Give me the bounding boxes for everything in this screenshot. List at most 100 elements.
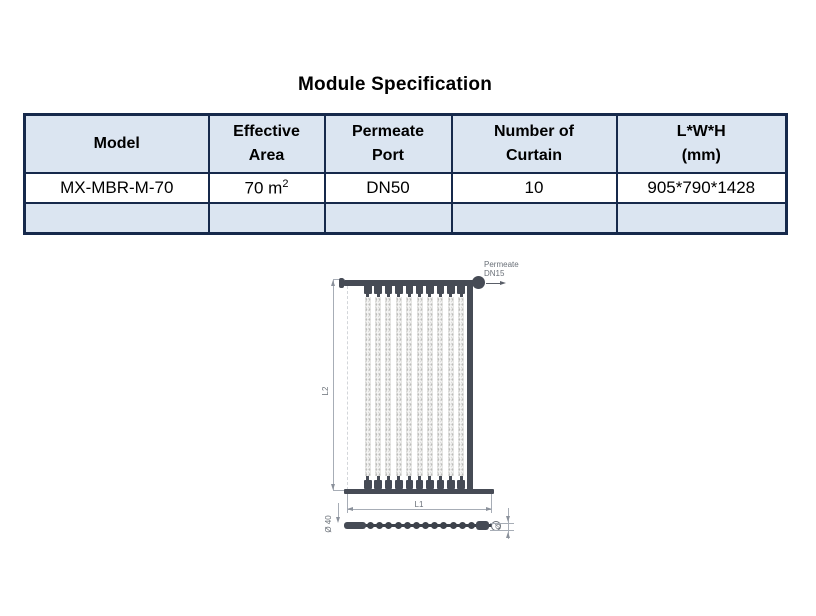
curtain-column bbox=[395, 285, 403, 489]
curtain-bottom-connector bbox=[426, 476, 434, 489]
module-spec-table: Model Effective Area Permeate Port Number … bbox=[23, 113, 788, 235]
table-row: MX-MBR-M-70 70 m2 DN50 10 905*790*1428 bbox=[23, 172, 788, 204]
bottom-view-node bbox=[449, 521, 457, 529]
header-port-line1: Permeate bbox=[351, 123, 425, 140]
bottom-view-node bbox=[376, 521, 384, 529]
diameter-leader-line bbox=[338, 503, 339, 518]
l2-dimension-label: L2 bbox=[321, 386, 330, 396]
l1-dimension-label: L1 bbox=[399, 500, 439, 509]
col-header-effective-area: Effective Area bbox=[207, 113, 326, 174]
curtain-column bbox=[364, 285, 372, 489]
l2-arrow-top bbox=[330, 280, 335, 286]
curtain-bottom-connector bbox=[395, 476, 403, 489]
empty-table-row bbox=[23, 202, 788, 235]
header-model-line1: Model bbox=[93, 135, 140, 152]
empty-cell-model bbox=[23, 202, 210, 235]
l1-extension-right bbox=[491, 494, 492, 513]
col-header-number-of-curtain: Number of Curtain bbox=[450, 113, 618, 174]
area-value: 70 m bbox=[244, 178, 283, 198]
l1-dimension-line bbox=[347, 509, 492, 510]
l2-tick-bottom bbox=[333, 490, 345, 491]
curtain-top-connector bbox=[384, 285, 393, 298]
membrane-curtain bbox=[406, 297, 413, 476]
cell-model: MX-MBR-M-70 bbox=[23, 172, 210, 204]
curtain-bottom-connector bbox=[405, 476, 413, 489]
permeate-label-line2: DN15 bbox=[484, 269, 505, 278]
membrane-curtain-bank bbox=[364, 285, 465, 489]
cell-permeate-port: DN50 bbox=[323, 172, 453, 204]
empty-cell-curtain bbox=[450, 202, 618, 235]
bottom-view-curtain-nodes bbox=[367, 521, 475, 529]
cell-number-of-curtain: 10 bbox=[450, 172, 618, 204]
permeate-arrow-head bbox=[500, 280, 506, 285]
diameter-arrow bbox=[335, 517, 340, 523]
membrane-curtain bbox=[385, 297, 392, 476]
top-header-pipe bbox=[343, 280, 476, 286]
header-port-line2: Port bbox=[372, 147, 404, 164]
top-header-left-cap bbox=[339, 278, 344, 288]
permeate-label-line1: Permeate bbox=[484, 260, 519, 269]
curtain-top-connector bbox=[457, 285, 465, 298]
membrane-curtain bbox=[447, 297, 454, 476]
curtain-column bbox=[457, 285, 465, 489]
curtain-bottom-connector bbox=[457, 476, 465, 489]
area-superscript: 2 bbox=[282, 177, 289, 190]
curtain-bottom-connector bbox=[415, 476, 424, 489]
header-lwh-line1: L*W*H bbox=[676, 123, 726, 140]
header-area-line2: Area bbox=[248, 147, 285, 164]
col-header-permeate-port: Permeate Port bbox=[323, 113, 453, 174]
bottom-view-node bbox=[394, 521, 402, 529]
curtain-bottom-connector bbox=[436, 476, 445, 489]
curtain-bottom-connector bbox=[364, 476, 372, 489]
curtain-top-connector bbox=[447, 285, 455, 298]
bottom-view-left-fitting bbox=[344, 522, 366, 529]
curtain-top-connector bbox=[395, 285, 403, 298]
port-tick-bottom bbox=[490, 530, 514, 531]
l1-arrow-left bbox=[347, 507, 353, 511]
cell-effective-area: 70 m2 bbox=[207, 172, 326, 204]
permeate-label: Permeate DN15 bbox=[484, 260, 534, 278]
bottom-header-pipe bbox=[344, 489, 494, 494]
curtain-bottom-connector bbox=[374, 476, 382, 489]
permeate-port-fitting bbox=[472, 276, 485, 289]
cell-lwh: 905*790*1428 bbox=[615, 172, 788, 204]
port-tick-top bbox=[490, 523, 514, 524]
curtain-top-connector bbox=[426, 285, 434, 298]
curtain-column bbox=[415, 285, 424, 489]
port-dimension-label: Ø bbox=[495, 523, 503, 530]
curtain-top-connector bbox=[415, 285, 424, 298]
l1-extension-left bbox=[347, 494, 348, 513]
bottom-view-node bbox=[385, 521, 393, 529]
membrane-curtain bbox=[426, 297, 433, 476]
curtain-column bbox=[374, 285, 382, 489]
bottom-view-node bbox=[412, 521, 420, 529]
l2-dimension-line bbox=[333, 280, 334, 490]
port-arrow-bottom bbox=[505, 532, 510, 538]
header-curtain-line1: Number of bbox=[494, 123, 574, 140]
membrane-curtain bbox=[437, 297, 444, 476]
col-header-model: Model bbox=[23, 113, 210, 174]
curtain-column bbox=[384, 285, 393, 489]
l2-arrow-bottom bbox=[330, 484, 335, 490]
membrane-curtain bbox=[458, 297, 465, 476]
bottom-view-node bbox=[467, 521, 475, 529]
curtain-top-connector bbox=[374, 285, 382, 298]
bottom-view-right-fitting bbox=[476, 521, 489, 530]
bottom-view-node bbox=[458, 521, 466, 529]
curtain-top-connector bbox=[364, 285, 372, 298]
curtain-column bbox=[426, 285, 434, 489]
right-manifold-pipe bbox=[467, 286, 473, 490]
l1-arrow-right bbox=[486, 507, 492, 511]
header-curtain-line2: Curtain bbox=[506, 147, 562, 164]
curtain-column bbox=[436, 285, 445, 489]
header-lwh-line2: (mm) bbox=[681, 147, 721, 164]
header-area-line1: Effective bbox=[233, 123, 300, 140]
curtain-column bbox=[405, 285, 413, 489]
port-arrow-top bbox=[505, 516, 510, 522]
left-projection-line bbox=[347, 286, 348, 490]
col-header-lwh: L*W*H (mm) bbox=[615, 113, 788, 174]
module-diagram: L2 Permeate DN15 L1 Ø 40 Ø bbox=[320, 255, 550, 565]
curtain-bottom-connector bbox=[447, 476, 455, 489]
curtain-top-connector bbox=[436, 285, 445, 298]
curtain-bottom-connector bbox=[384, 476, 393, 489]
